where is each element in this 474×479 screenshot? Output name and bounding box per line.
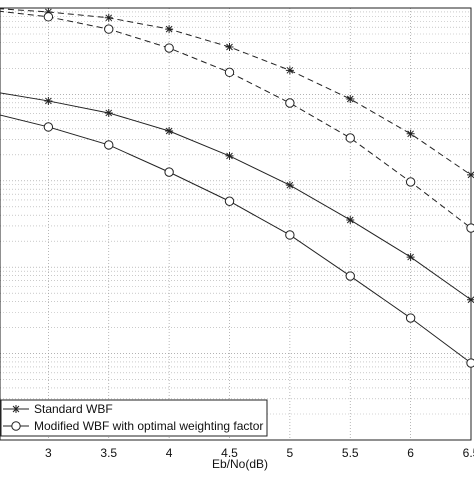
marker	[44, 96, 53, 105]
marker	[285, 66, 294, 75]
x-tick-label: 5	[287, 446, 294, 460]
x-tick-label: 4	[166, 446, 173, 460]
marker	[346, 94, 355, 103]
marker	[285, 230, 295, 240]
marker	[104, 108, 113, 117]
marker	[104, 24, 114, 34]
x-tick-label: 3.5	[100, 446, 117, 460]
legend-label: Standard WBF	[34, 402, 113, 416]
plot-frame	[0, 7, 472, 441]
marker	[466, 358, 474, 368]
marker	[104, 13, 113, 22]
marker	[346, 215, 355, 224]
marker	[467, 170, 474, 179]
series-line	[0, 10, 472, 229]
series-line	[0, 92, 472, 301]
x-tick-label: 5.5	[342, 446, 359, 460]
marker	[285, 181, 294, 190]
marker	[164, 43, 174, 53]
marker	[165, 127, 174, 136]
marker	[466, 223, 474, 233]
marker	[12, 405, 20, 413]
marker	[467, 295, 474, 304]
marker	[43, 122, 54, 132]
marker	[44, 7, 53, 16]
marker	[165, 25, 174, 34]
marker	[406, 253, 415, 262]
series-line	[0, 114, 472, 364]
marker	[224, 67, 235, 78]
x-tick-label: 4.5	[221, 446, 238, 460]
marker	[225, 42, 234, 51]
legend: Standard WBF Modified WBF with optimal we…	[0, 399, 268, 437]
marker	[406, 129, 415, 138]
marker	[285, 98, 295, 108]
x-tick-label: 6.5	[463, 446, 474, 460]
marker	[345, 133, 355, 143]
x-tick-label: 3	[45, 446, 52, 460]
marker	[104, 140, 114, 150]
marker	[345, 271, 355, 281]
marker	[224, 196, 235, 206]
legend-box	[0, 399, 268, 437]
marker	[43, 12, 54, 22]
marker	[405, 177, 416, 187]
marker	[164, 167, 174, 177]
x-axis-label: Eb/No(dB)	[212, 457, 268, 471]
legend-label: Modified WBF with optimal weighting fact…	[34, 419, 263, 433]
marker	[11, 421, 21, 431]
x-tick-label: 6	[407, 446, 414, 460]
series-line	[0, 8, 472, 176]
marker	[405, 313, 416, 323]
marker	[225, 151, 234, 160]
